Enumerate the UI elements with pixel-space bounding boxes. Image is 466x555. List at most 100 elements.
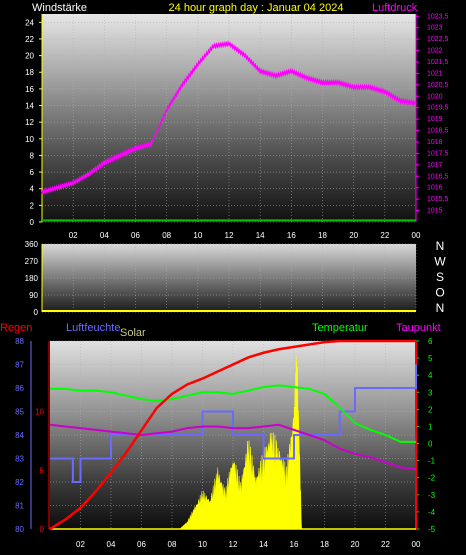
mid-direction-label: S: [436, 270, 444, 284]
bottom-x-tick-label: 18: [320, 540, 329, 549]
top-y-right-tick-label: 1016: [427, 185, 443, 192]
bottom-x-tick-label: 22: [381, 540, 390, 549]
bottom-y-temp-tick-label: -1: [428, 457, 436, 466]
top-y-right-tick-label: 1018,5: [427, 128, 449, 135]
mid-y-tick-label: 360: [25, 240, 39, 249]
mid-direction-label: N: [436, 239, 445, 253]
series-taupunkt: [49, 423, 417, 471]
bottom-y-temp-tick-label: -2: [428, 474, 436, 483]
bottom-x-tick-label: 16: [290, 540, 299, 549]
top-x-tick-label: 02: [69, 231, 78, 240]
top-panel-grid: [42, 14, 417, 223]
bottom-y-temp-tick-label: 6: [428, 337, 433, 346]
bottom-y-temp-tick-label: -5: [428, 525, 436, 534]
series-luftfeuchte: [50, 364, 417, 483]
top-y-left-tick-label: 8: [30, 151, 35, 160]
bottom-x-tick-label: 06: [137, 540, 146, 549]
bottom-x-tick-label: 20: [351, 540, 360, 549]
bottom-x-tick-label: 02: [76, 540, 85, 549]
top-y-right-tick-label: 1022: [427, 48, 443, 55]
top-x-tick-label: 12: [225, 231, 234, 240]
series-solar: [179, 355, 302, 530]
top-y-right-tick-label: 1015,5: [427, 196, 449, 203]
bottom-y-humidity-tick-label: 83: [15, 455, 24, 464]
top-y-left-tick-label: 22: [25, 35, 34, 44]
mid-direction-label: O: [435, 286, 444, 300]
top-y-right-tick-label: 1022,5: [427, 36, 449, 43]
bottom-y-humidity-tick-label: 84: [15, 431, 24, 440]
bottom-x-tick-label: 12: [229, 540, 238, 549]
chart-title: 24 hour graph day : Januar 04 2024: [169, 2, 344, 14]
bottom-x-tick-label: 14: [259, 540, 268, 549]
top-y-right-tick-label: 1017: [427, 162, 443, 169]
series-temperatur: [50, 384, 416, 443]
mid-y-tick-label: 180: [25, 274, 39, 283]
top-x-tick-label: 20: [349, 231, 358, 240]
bottom-x-tick-label: 10: [198, 540, 207, 549]
bottom-y-humidity-tick-label: 85: [15, 408, 24, 417]
mid-y-tick-label: 0: [34, 308, 39, 317]
top-x-tick-label: 00: [412, 231, 421, 240]
top-y-left-tick-label: 12: [25, 118, 34, 127]
header-left-label: Windstärke: [32, 2, 87, 14]
legend-luftfeuchte: Luftfeuchte: [66, 322, 120, 334]
top-y-right-tick-label: 1023,5: [427, 13, 449, 20]
bottom-y-rain-tick-label: 10: [35, 408, 44, 417]
legend-solar: Solar: [120, 327, 146, 339]
bottom-y-temp-tick-label: -3: [428, 491, 436, 500]
top-y-left-tick-label: 6: [30, 168, 35, 177]
bottom-y-temp-tick-label: 5: [428, 354, 433, 363]
bottom-y-humidity-tick-label: 80: [15, 525, 24, 534]
top-x-tick-label: 10: [193, 231, 202, 240]
top-y-left-tick-label: 0: [30, 218, 35, 227]
top-y-left-tick-label: 2: [30, 201, 35, 210]
top-y-right-tick-label: 1023: [427, 25, 443, 32]
legend-regen: Regen: [0, 322, 32, 334]
top-y-left-tick-label: 4: [30, 185, 35, 194]
top-y-left-tick-label: 16: [25, 85, 34, 94]
mid-y-tick-label: 90: [29, 291, 38, 300]
header-right-label: Luftdruck: [372, 2, 418, 14]
top-y-left-tick-label: 10: [25, 135, 34, 144]
legend-temperatur: Temperatur: [312, 322, 368, 334]
top-panel-series: [41, 40, 417, 222]
mid-direction-label: N: [436, 301, 445, 315]
bottom-y-temp-tick-label: -4: [428, 508, 436, 517]
top-y-right-tick-label: 1018: [427, 139, 443, 146]
top-y-left-tick-label: 18: [25, 68, 34, 77]
bottom-y-humidity-tick-label: 88: [15, 337, 24, 346]
bottom-y-temp-tick-label: 2: [428, 405, 433, 414]
top-y-right-tick-label: 1020,5: [427, 82, 449, 89]
mid-direction-label: W: [434, 255, 446, 269]
top-y-right-tick-label: 1021: [427, 70, 443, 77]
bottom-y-rain-tick-label: 5: [40, 466, 45, 475]
mid-y-tick-label: 270: [25, 257, 39, 266]
top-x-tick-label: 08: [162, 231, 171, 240]
top-x-tick-label: 04: [100, 231, 109, 240]
bottom-y-humidity-tick-label: 81: [15, 502, 24, 511]
top-y-right-tick-label: 1019,5: [427, 105, 449, 112]
legend-taupunkt: Taupunkt: [396, 322, 441, 334]
bottom-y-temp-tick-label: 0: [428, 440, 433, 449]
top-y-left-tick-label: 14: [25, 102, 34, 111]
top-y-right-tick-label: 1020: [427, 93, 443, 100]
bottom-x-tick-label: 00: [412, 540, 421, 549]
top-y-right-tick-label: 1017,5: [427, 150, 449, 157]
top-x-tick-label: 06: [131, 231, 140, 240]
top-y-right-tick-label: 1016,5: [427, 173, 449, 180]
top-x-tick-label: 22: [380, 231, 389, 240]
top-panel-axes: 02468101214161820222410151015,510161016,…: [25, 13, 448, 240]
bottom-y-temp-tick-label: 3: [428, 388, 433, 397]
top-y-left-tick-label: 24: [25, 18, 34, 27]
bottom-y-temp-tick-label: 4: [428, 371, 433, 380]
bottom-y-humidity-tick-label: 87: [15, 361, 24, 370]
top-x-tick-label: 14: [256, 231, 265, 240]
series-regen: [49, 339, 416, 531]
bottom-y-humidity-tick-label: 86: [15, 384, 24, 393]
bottom-y-humidity-tick-label: 82: [15, 478, 24, 487]
top-y-left-tick-label: 20: [25, 52, 34, 61]
top-y-right-tick-label: 1015: [427, 208, 443, 215]
